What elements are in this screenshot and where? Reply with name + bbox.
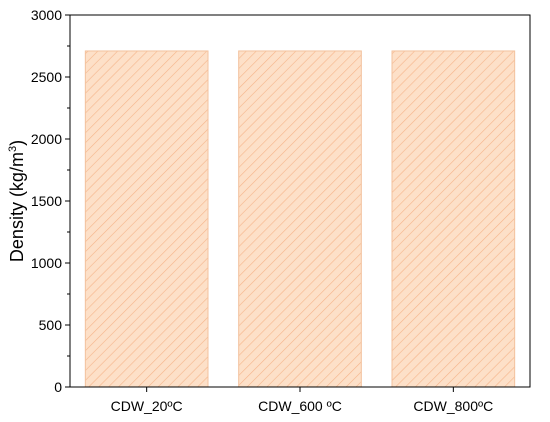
- y-tick-label: 1000: [31, 255, 62, 271]
- y-axis-title-close: ): [7, 140, 27, 146]
- bar-1: [84, 50, 209, 388]
- y-tick-label: 0: [54, 379, 62, 395]
- y-axis-title: Density (kg/m3): [7, 140, 27, 262]
- y-axis: 0 500 1000 1500 2000 2500 3000: [31, 7, 70, 395]
- bar-2: [238, 50, 362, 388]
- y-axis-title-superscript: 3: [7, 146, 19, 152]
- y-tick-label: 500: [39, 317, 63, 333]
- x-tick-label: CDW_600 ºC: [258, 398, 342, 414]
- x-tick-label: CDW_20ºC: [111, 398, 183, 414]
- x-axis: CDW_20ºC CDW_600 ºC CDW_800ºC: [111, 387, 493, 414]
- y-axis-title-main: Density (kg/m: [7, 152, 27, 262]
- y-tick-label: 3000: [31, 7, 62, 23]
- x-tick-label: CDW_800ºC: [413, 398, 493, 414]
- bar-group: [84, 50, 516, 388]
- bar-3: [391, 50, 516, 388]
- y-tick-label: 2500: [31, 69, 62, 85]
- y-tick-label: 2000: [31, 131, 62, 147]
- y-tick-label: 1500: [31, 193, 62, 209]
